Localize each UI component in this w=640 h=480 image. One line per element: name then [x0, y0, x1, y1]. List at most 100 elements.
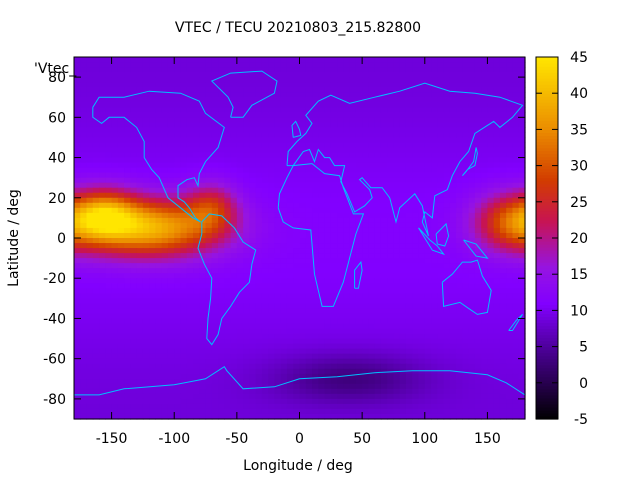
heatmap-cell — [518, 217, 526, 224]
heatmap-cell — [286, 207, 294, 214]
heatmap-cell — [224, 107, 232, 113]
heatmap-cell — [218, 403, 225, 410]
heatmap-cell — [86, 227, 94, 234]
heatmap-cell — [474, 87, 482, 93]
heatmap-cell — [462, 57, 470, 63]
heatmap-cell — [142, 318, 150, 325]
heatmap-cell — [474, 338, 482, 345]
heatmap-cell — [499, 132, 507, 139]
heatmap-cell — [92, 72, 100, 78]
heatmap-cell — [337, 358, 344, 365]
heatmap-cell — [456, 132, 463, 139]
heatmap-cell — [236, 248, 244, 254]
heatmap-cell — [92, 308, 100, 315]
heatmap-cell — [280, 102, 288, 108]
heatmap-cell — [80, 207, 88, 214]
heatmap-cell — [74, 293, 81, 299]
heatmap-cell — [193, 348, 200, 355]
heatmap-cell — [343, 263, 351, 269]
heatmap-cell — [249, 142, 257, 149]
heatmap-cell — [180, 318, 188, 325]
heatmap-cell — [80, 147, 88, 154]
heatmap-cell — [86, 368, 94, 375]
heatmap-cell — [268, 177, 276, 184]
heatmap-cell — [324, 187, 332, 194]
heatmap-cell — [387, 187, 395, 194]
heatmap-cell — [362, 222, 369, 229]
heatmap-cell — [318, 338, 326, 345]
heatmap-cell — [293, 92, 301, 98]
heatmap-cell — [117, 323, 125, 330]
heatmap-cell — [230, 393, 238, 400]
heatmap-cell — [205, 227, 213, 234]
heatmap-cell — [506, 278, 514, 284]
heatmap-cell — [249, 77, 257, 83]
heatmap-cell — [518, 92, 526, 98]
heatmap-cell — [130, 87, 138, 93]
heatmap-cell — [142, 117, 150, 123]
heatmap-cell — [236, 202, 244, 209]
heatmap-cell — [518, 288, 526, 294]
heatmap-cell — [211, 172, 219, 179]
heatmap-cell — [487, 298, 495, 304]
heatmap-cell — [268, 328, 276, 335]
heatmap-cell — [387, 147, 395, 154]
heatmap-cell — [481, 102, 489, 108]
heatmap-cell — [424, 288, 432, 294]
heatmap-cell — [437, 393, 445, 400]
heatmap-cell — [130, 222, 138, 229]
heatmap-cell — [124, 378, 131, 385]
heatmap-cell — [74, 263, 81, 269]
heatmap-cell — [337, 82, 344, 88]
heatmap-cell — [193, 227, 200, 234]
heatmap-cell — [218, 142, 225, 149]
heatmap-cell — [324, 87, 332, 93]
heatmap-cell — [437, 308, 445, 315]
heatmap-cell — [393, 102, 401, 108]
heatmap-cell — [393, 137, 401, 144]
heatmap-cell — [431, 57, 438, 63]
heatmap-cell — [512, 328, 520, 335]
heatmap-cell — [136, 157, 144, 164]
heatmap-cell — [462, 192, 470, 199]
heatmap-cell — [280, 358, 288, 365]
heatmap-cell — [424, 243, 432, 249]
heatmap-cell — [324, 152, 332, 159]
heatmap-cell — [299, 207, 307, 214]
heatmap-cell — [512, 162, 520, 169]
heatmap-cell — [312, 72, 319, 78]
heatmap-cell — [255, 102, 263, 108]
heatmap-cell — [161, 157, 169, 164]
heatmap-cell — [161, 142, 169, 149]
heatmap-cell — [117, 403, 125, 410]
heatmap-cell — [268, 268, 276, 274]
heatmap-cell — [149, 162, 157, 169]
heatmap-cell — [437, 378, 445, 385]
heatmap-cell — [268, 278, 276, 284]
heatmap-cell — [268, 57, 276, 63]
heatmap-cell — [80, 348, 88, 355]
heatmap-cell — [481, 82, 489, 88]
heatmap-cell — [243, 157, 250, 164]
heatmap-cell — [324, 308, 332, 315]
heatmap-cell — [362, 313, 369, 320]
heatmap-cell — [512, 157, 520, 164]
heatmap-cell — [230, 248, 238, 254]
heatmap-cell — [230, 67, 238, 73]
heatmap-cell — [111, 318, 119, 325]
heatmap-cell — [142, 67, 150, 73]
heatmap-cell — [161, 147, 169, 154]
heatmap-cell — [205, 238, 213, 244]
heatmap-cell — [468, 107, 476, 113]
heatmap-cell — [268, 77, 276, 83]
heatmap-cell — [374, 353, 382, 360]
heatmap-cell — [193, 358, 200, 365]
heatmap-cell — [286, 147, 294, 154]
heatmap-cell — [481, 398, 489, 405]
heatmap-cell — [349, 393, 357, 400]
heatmap-cell — [280, 82, 288, 88]
heatmap-cell — [167, 142, 175, 149]
heatmap-cell — [380, 248, 388, 254]
heatmap-cell — [368, 117, 376, 123]
heatmap-cell — [449, 122, 457, 128]
